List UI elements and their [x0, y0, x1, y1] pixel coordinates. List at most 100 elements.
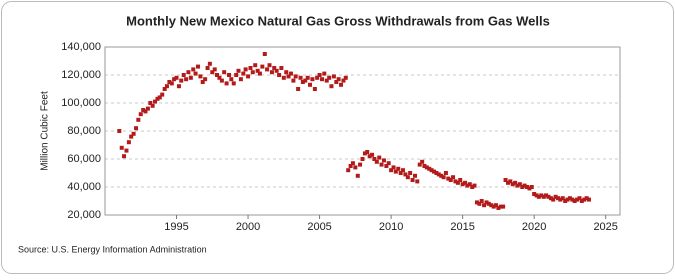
data-point [460, 182, 465, 187]
data-point [465, 183, 470, 188]
data-point [398, 171, 403, 175]
data-point [217, 75, 222, 80]
data-point [362, 151, 367, 156]
x-tick-label: 2025 [593, 221, 617, 233]
data-point [508, 179, 513, 184]
data-point [360, 157, 365, 161]
data-point [477, 201, 482, 206]
x-tick-label: 2010 [379, 221, 403, 233]
data-point [529, 185, 534, 189]
data-point [420, 159, 425, 164]
data-point [532, 192, 537, 196]
data-point [157, 95, 162, 100]
data-point [458, 178, 463, 182]
data-point [470, 185, 475, 189]
data-point [434, 171, 439, 175]
data-point [131, 131, 136, 136]
data-point [250, 70, 255, 75]
data-point [279, 66, 284, 70]
data-point [408, 171, 413, 175]
data-point [348, 164, 353, 168]
source-note: Source: U.S. Energy Information Administ… [18, 244, 207, 254]
data-point [129, 134, 134, 139]
data-point [324, 78, 329, 83]
data-point [164, 84, 169, 89]
data-point [422, 164, 427, 168]
data-point [262, 52, 267, 56]
data-point [288, 71, 293, 76]
data-point [162, 87, 167, 91]
data-point [379, 162, 384, 167]
data-point [498, 204, 503, 209]
data-point [505, 180, 510, 185]
data-point [417, 162, 422, 167]
x-tick-label: 2015 [450, 221, 474, 233]
y-tick-label: 80,000 [67, 125, 101, 137]
data-point [167, 80, 172, 84]
data-point [493, 203, 498, 208]
data-point [286, 74, 291, 79]
data-point [179, 78, 184, 83]
y-tick-label: 40,000 [67, 181, 101, 193]
data-point [453, 179, 458, 184]
data-point [486, 201, 491, 206]
data-point [365, 150, 370, 154]
data-point [539, 193, 544, 198]
data-point [246, 74, 251, 79]
data-point [553, 194, 558, 199]
data-point [484, 200, 489, 205]
data-point [231, 81, 236, 86]
data-point [224, 81, 229, 86]
data-point [300, 80, 305, 84]
data-point [455, 180, 460, 185]
data-point [501, 204, 506, 209]
data-point [370, 152, 375, 157]
data-point [205, 66, 210, 70]
data-point [355, 173, 360, 178]
data-point [327, 75, 332, 80]
data-point [572, 199, 577, 203]
data-point [472, 183, 477, 188]
data-point [582, 197, 587, 202]
data-point [544, 193, 549, 198]
data-point [496, 206, 501, 210]
data-point [181, 73, 186, 77]
data-point [575, 197, 580, 202]
data-point [212, 67, 217, 72]
data-point [346, 168, 351, 173]
data-point [307, 82, 312, 87]
data-point [186, 70, 191, 75]
data-point [432, 169, 437, 174]
y-tick-label: 140,000 [61, 41, 101, 53]
data-point [517, 182, 522, 187]
data-point [315, 75, 320, 80]
data-point [479, 199, 484, 203]
data-point [427, 166, 432, 171]
data-point [451, 175, 456, 180]
data-point [577, 196, 582, 201]
data-point [534, 193, 539, 198]
data-point [405, 175, 410, 180]
data-point [563, 199, 568, 203]
data-point [176, 84, 181, 89]
data-point [193, 71, 198, 76]
data-point [374, 159, 379, 164]
data-point [570, 197, 575, 202]
data-point [334, 80, 339, 84]
data-point [200, 80, 205, 84]
data-point [386, 161, 391, 166]
data-point [188, 75, 193, 80]
data-point [255, 68, 260, 73]
data-point [293, 74, 298, 79]
data-point [381, 158, 386, 163]
data-point [236, 68, 241, 73]
data-point [138, 112, 143, 117]
data-point [436, 172, 441, 177]
data-point [126, 140, 131, 145]
data-point [195, 64, 200, 69]
y-tick-label: 100,000 [61, 97, 101, 109]
data-point [229, 77, 234, 82]
x-tick-label: 2005 [307, 221, 331, 233]
data-point [284, 70, 289, 75]
